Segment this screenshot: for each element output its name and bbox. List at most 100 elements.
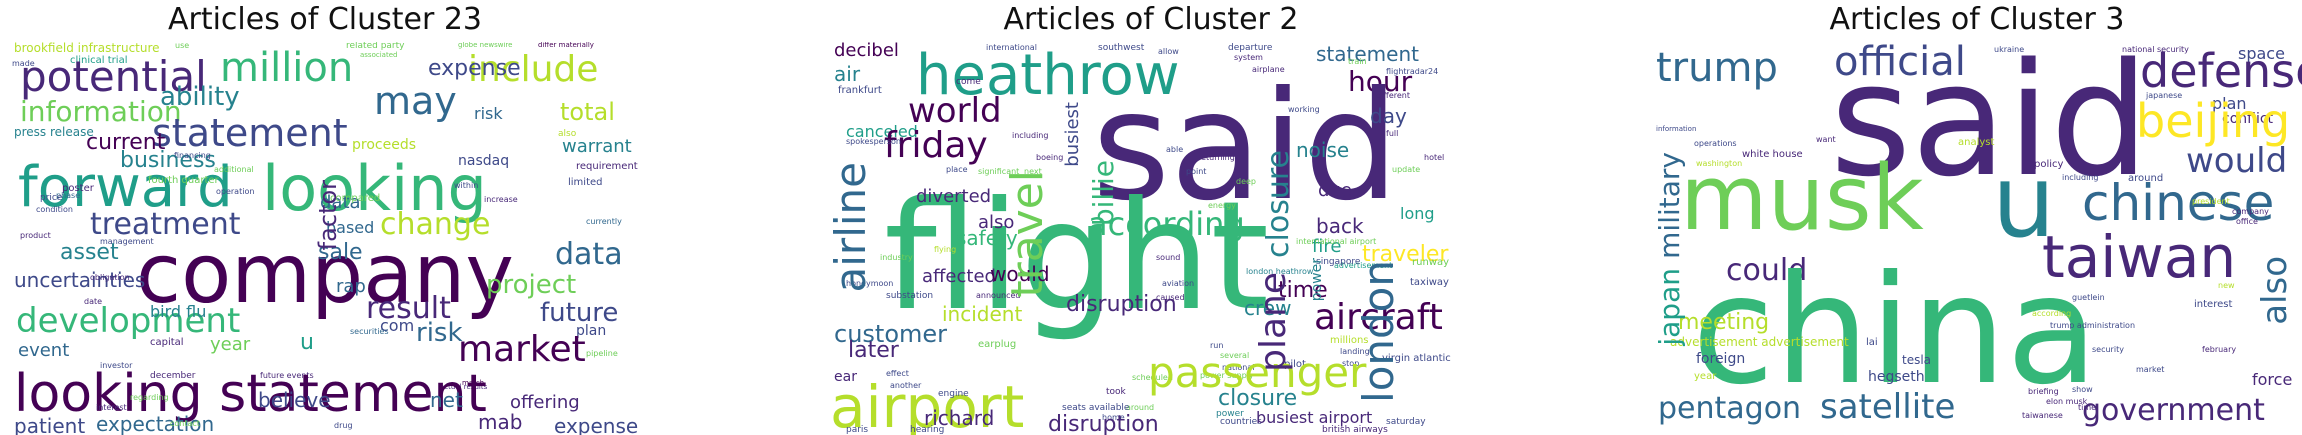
word: stop xyxy=(1342,359,1360,368)
word: change xyxy=(380,207,491,242)
word: defense xyxy=(2140,44,2302,98)
word: boeing xyxy=(1036,153,1064,162)
word: beijing xyxy=(2136,94,2291,148)
panel-title: Articles of Cluster 2 xyxy=(1003,2,1299,37)
word: millions xyxy=(1330,335,1369,346)
word: friday xyxy=(884,125,988,166)
word: around xyxy=(1126,403,1155,412)
word: industry xyxy=(880,253,913,262)
word: securities xyxy=(350,327,389,336)
word: data xyxy=(555,237,623,272)
word: official xyxy=(1834,42,1966,85)
word: fire xyxy=(1312,236,1342,257)
word: saturday xyxy=(1386,417,1426,427)
word: risk xyxy=(416,318,463,348)
word: lai xyxy=(1866,337,1878,348)
word: expectation xyxy=(96,412,215,435)
word: poster xyxy=(62,183,94,194)
word: plane xyxy=(1253,272,1294,372)
word: customer xyxy=(834,320,948,348)
word: back xyxy=(1316,214,1364,238)
word: operations xyxy=(1694,139,1737,148)
word: foreign xyxy=(1696,351,1746,367)
word: earplug xyxy=(978,339,1017,350)
word: com xyxy=(380,316,415,335)
word: busiest xyxy=(1062,102,1083,167)
word: incident xyxy=(942,302,1023,326)
word: fourth quarter xyxy=(148,175,219,186)
word: ukraine xyxy=(1994,45,2025,54)
word: day xyxy=(1370,104,1407,128)
word: singapore xyxy=(1316,257,1361,267)
word: briefing xyxy=(2028,387,2059,396)
word: market xyxy=(458,329,586,370)
word: next xyxy=(1024,167,1042,176)
word: could xyxy=(1726,253,1808,288)
word: took xyxy=(1106,387,1126,397)
word: clinical trial xyxy=(70,55,128,66)
word: hearing xyxy=(910,425,945,435)
word: trump administration xyxy=(2050,321,2136,330)
word: advertisement advertisement xyxy=(1670,335,1849,349)
word: u xyxy=(1992,143,2056,260)
word: increase xyxy=(484,195,518,204)
word: passenger xyxy=(1148,348,1367,397)
word: uncertainties xyxy=(14,268,146,292)
word: busiest airport xyxy=(1256,408,1373,427)
word: airline xyxy=(826,162,875,293)
word: taiwan xyxy=(2042,223,2237,291)
word: another xyxy=(890,381,922,390)
word: management xyxy=(100,237,154,246)
word: train xyxy=(1348,57,1367,66)
word: billie xyxy=(1087,160,1120,227)
word: japanese xyxy=(2146,91,2183,100)
word: honeymoon xyxy=(846,279,894,288)
word: place xyxy=(946,165,968,174)
word: hegseth xyxy=(1868,369,1925,385)
word: elon musk xyxy=(2046,397,2088,406)
word: according xyxy=(2032,309,2072,318)
word: pipeline xyxy=(586,349,618,358)
word: closure xyxy=(1218,386,1298,411)
word: interest xyxy=(2194,299,2233,310)
word: substation xyxy=(886,291,934,301)
word: said xyxy=(1092,60,1399,234)
word: company xyxy=(136,227,514,322)
word: meeting xyxy=(1678,310,1770,335)
word: runway xyxy=(1412,257,1450,268)
word: military xyxy=(1653,152,1686,259)
word: investor xyxy=(100,361,133,370)
word: deep xyxy=(1236,177,1256,186)
word: expense xyxy=(554,414,639,435)
word: business xyxy=(120,148,216,173)
word: aviation xyxy=(1162,279,1195,288)
word: treatment xyxy=(90,207,241,242)
word: closure xyxy=(1261,150,1296,258)
word: interest xyxy=(96,403,127,412)
word: update xyxy=(1392,165,1421,174)
word: statement xyxy=(1316,42,1419,66)
word: looking xyxy=(262,152,487,225)
word: time xyxy=(2078,403,2097,412)
word: airplane xyxy=(1252,65,1285,74)
word: bird flu xyxy=(150,302,207,321)
panel-title: Articles of Cluster 3 xyxy=(1829,2,2125,37)
word: related party xyxy=(346,42,405,51)
word: effect xyxy=(886,369,909,378)
word: airport xyxy=(830,373,1025,435)
word: year xyxy=(1694,371,1717,382)
word: later xyxy=(848,338,899,363)
word: taiwanese xyxy=(2022,411,2063,420)
word: long xyxy=(1400,204,1435,223)
word: data xyxy=(320,192,361,213)
word: march xyxy=(462,379,485,387)
word: international airport xyxy=(1296,237,1377,246)
word: working xyxy=(1288,105,1320,114)
word: nasdaq xyxy=(458,153,510,169)
word: policy xyxy=(2034,159,2064,170)
word: net xyxy=(430,388,463,412)
word: allow xyxy=(1158,47,1179,56)
word: london heathrow xyxy=(1246,267,1314,276)
word: government xyxy=(2082,393,2265,428)
word: around xyxy=(2128,173,2164,184)
